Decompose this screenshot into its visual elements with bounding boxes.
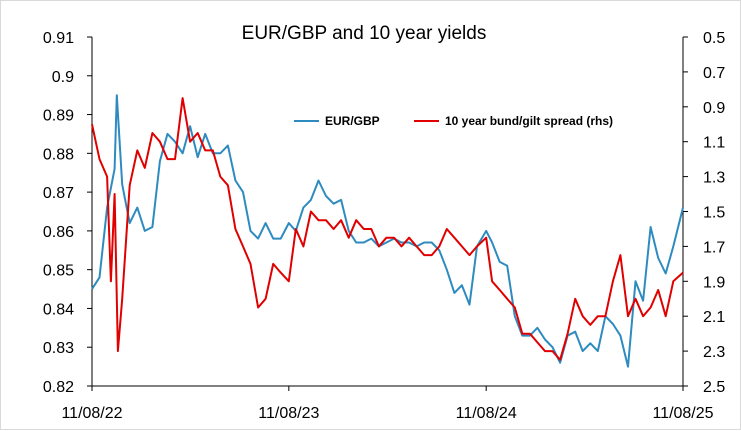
right-tick-label: 1.7 xyxy=(703,239,725,256)
left-tick-label: 0.82 xyxy=(43,379,74,396)
left-tick-label: 0.9 xyxy=(52,69,74,86)
legend-label: EUR/GBP xyxy=(325,114,380,128)
series-lines-group xyxy=(91,94,684,368)
right-tick-label: 1.3 xyxy=(703,170,725,187)
series-line-spread xyxy=(91,97,684,361)
left-tick-label: 0.85 xyxy=(43,263,74,280)
right-tick-label: 2.1 xyxy=(703,309,725,326)
left-tick-label: 0.84 xyxy=(43,301,74,318)
left-tick-label: 0.83 xyxy=(43,340,74,357)
x-tick-label: 11/08/23 xyxy=(258,405,319,422)
x-tick-label: 11/08/25 xyxy=(652,405,713,422)
left-tick-label: 0.89 xyxy=(43,108,74,125)
right-tick-label: 2.5 xyxy=(703,379,725,396)
x-tick-label: 11/08/24 xyxy=(456,405,517,422)
legend: EUR/GBP 10 year bund/gilt spread (rhs) xyxy=(294,114,613,128)
right-tick-label: 0.7 xyxy=(703,65,725,82)
legend-label: 10 year bund/gilt spread (rhs) xyxy=(445,114,613,128)
right-tick-label: 0.9 xyxy=(703,100,725,117)
right-tick-label: 1.1 xyxy=(703,135,725,152)
left-tick-label: 0.88 xyxy=(43,146,74,163)
left-tick-label: 0.86 xyxy=(43,224,74,241)
right-tick-label: 1.9 xyxy=(703,274,725,291)
right-tick-label: 1.5 xyxy=(703,205,725,222)
axes-group: 0.820.830.840.850.860.870.880.890.90.91 0… xyxy=(43,30,725,422)
series-line-eurgbp xyxy=(91,94,684,368)
right-tick-label: 2.3 xyxy=(703,344,725,361)
chart-title: EUR/GBP and 10 year yields xyxy=(242,23,487,44)
left-tick-label: 0.91 xyxy=(43,30,74,47)
x-tick-label: 11/08/22 xyxy=(61,405,122,422)
right-tick-label: 0.5 xyxy=(703,30,725,47)
left-tick-label: 0.87 xyxy=(43,185,74,202)
